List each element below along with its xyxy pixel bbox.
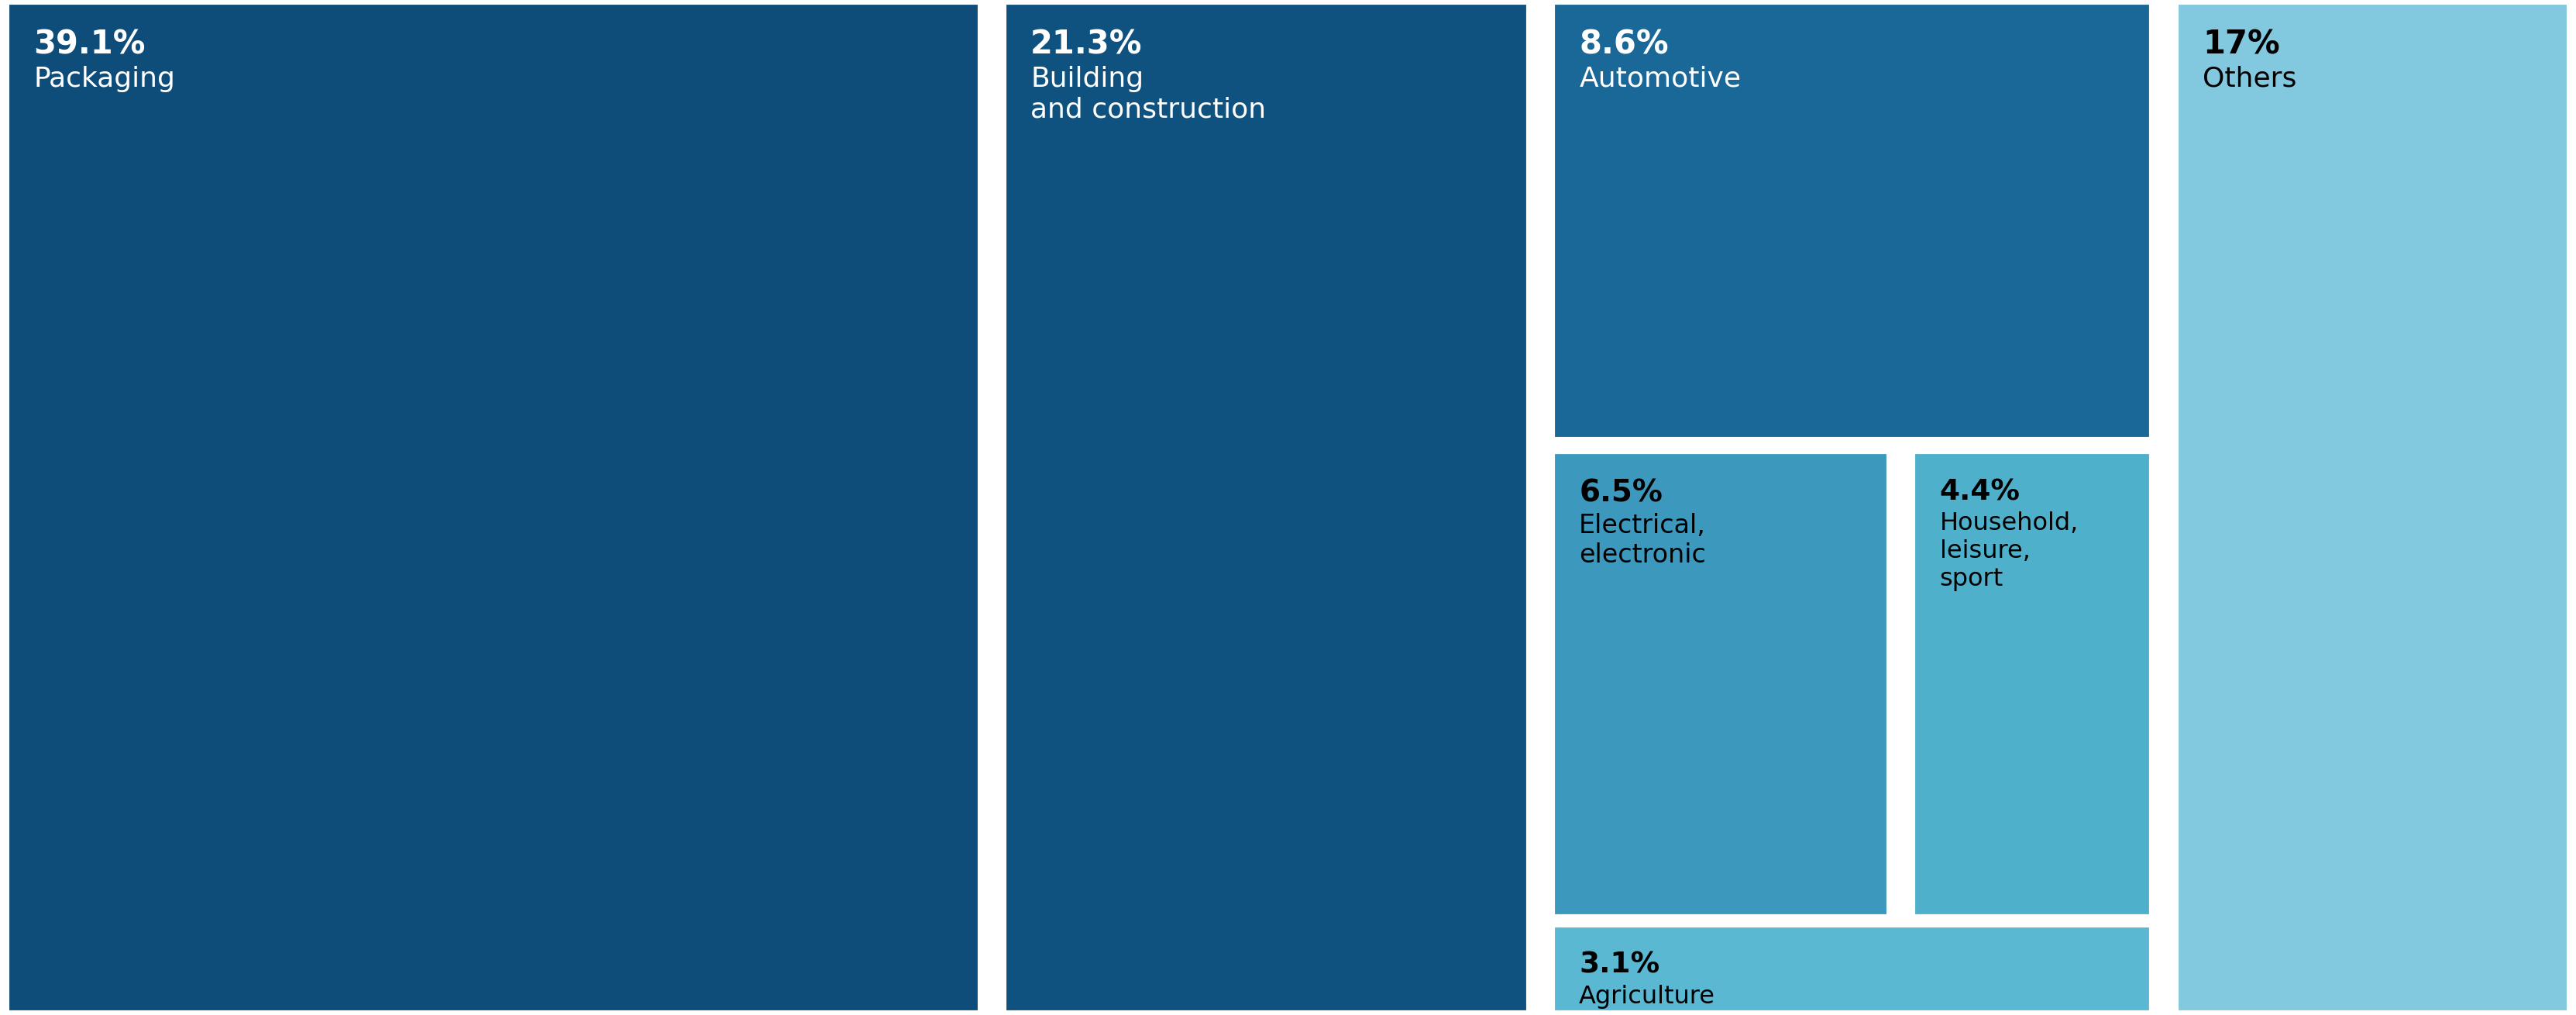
FancyBboxPatch shape <box>1553 3 2151 438</box>
Text: 8.6%: 8.6% <box>1579 28 1669 61</box>
FancyBboxPatch shape <box>1005 3 1528 1012</box>
FancyBboxPatch shape <box>1553 926 2151 1012</box>
Text: 17%: 17% <box>2202 28 2280 61</box>
Text: 3.1%: 3.1% <box>1579 951 1659 978</box>
Text: 21.3%: 21.3% <box>1030 28 1141 61</box>
Text: Packaging: Packaging <box>33 66 175 92</box>
Text: Household,
leisure,
sport: Household, leisure, sport <box>1940 512 2079 591</box>
Text: 6.5%: 6.5% <box>1579 478 1662 508</box>
FancyBboxPatch shape <box>1914 453 2151 916</box>
Text: 39.1%: 39.1% <box>33 28 144 61</box>
FancyBboxPatch shape <box>2177 3 2568 1012</box>
Text: Others: Others <box>2202 66 2298 92</box>
Text: 4.4%: 4.4% <box>1940 478 2020 505</box>
FancyBboxPatch shape <box>1553 453 1888 916</box>
FancyBboxPatch shape <box>8 3 979 1012</box>
Text: Building
and construction: Building and construction <box>1030 66 1265 123</box>
Text: Agriculture: Agriculture <box>1579 985 1716 1009</box>
Text: Automotive: Automotive <box>1579 66 1741 92</box>
Text: Electrical,
electronic: Electrical, electronic <box>1579 513 1705 568</box>
